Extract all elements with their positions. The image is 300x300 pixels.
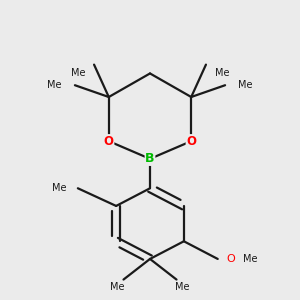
Text: O: O <box>104 135 114 148</box>
Text: Me: Me <box>110 283 125 292</box>
Text: Me: Me <box>71 68 85 78</box>
Text: O: O <box>186 135 196 148</box>
Text: Me: Me <box>243 254 257 264</box>
Text: Me: Me <box>238 80 253 90</box>
Text: Me: Me <box>175 283 190 292</box>
Text: B: B <box>145 152 155 165</box>
Text: Me: Me <box>47 80 62 90</box>
Text: Me: Me <box>52 183 66 193</box>
Text: Me: Me <box>215 68 229 78</box>
Text: O: O <box>226 254 235 264</box>
